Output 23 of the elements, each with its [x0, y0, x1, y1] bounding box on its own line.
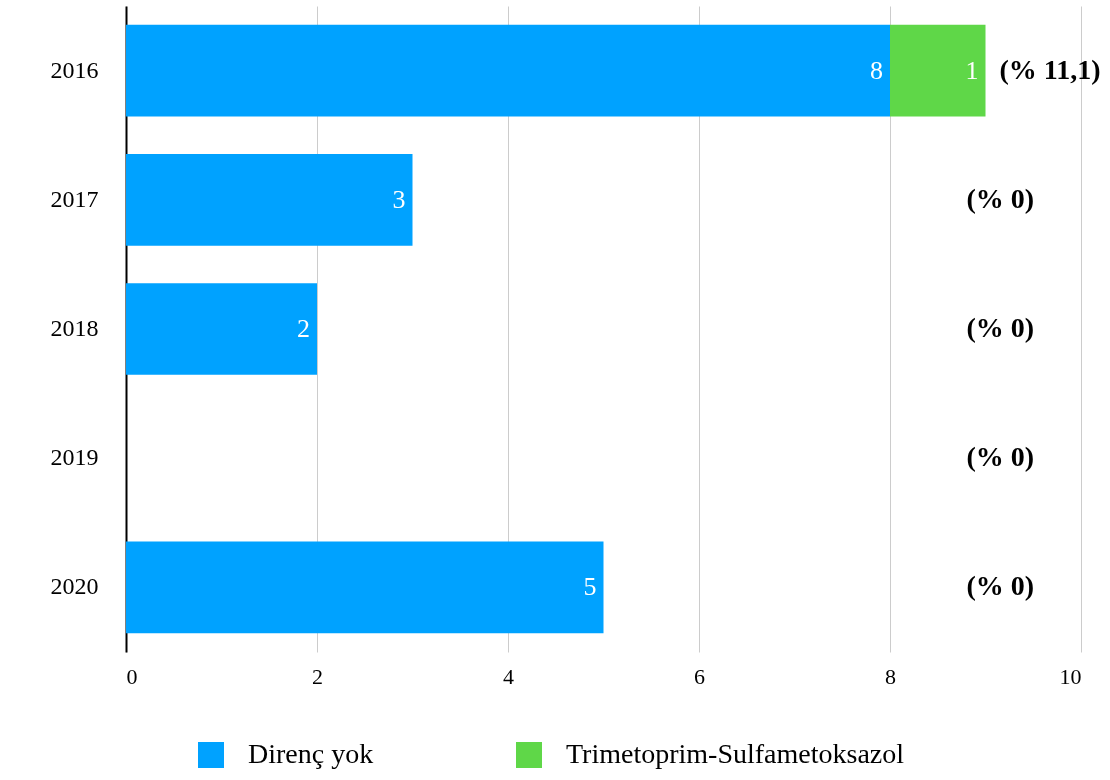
annotation: (% 0) [966, 182, 1035, 214]
y-tick-label: 2017 [50, 185, 99, 212]
y-tick-label: 2019 [50, 444, 99, 471]
data-label: 1 [965, 55, 979, 85]
data-label: 5 [583, 572, 597, 602]
y-tick-label: 2020 [50, 573, 99, 600]
x-tick-label: 4 [503, 663, 514, 689]
y-tick-label: 2016 [50, 56, 99, 83]
x-tick-label: 10 [1059, 663, 1082, 689]
x-tick-label: 8 [885, 663, 896, 689]
x-tick-label: 2 [312, 663, 323, 689]
legend-label: Direnç yok [248, 738, 374, 769]
annotation: (% 11,1) [999, 53, 1101, 85]
y-tick-label: 2018 [50, 315, 99, 341]
data-label: 3 [392, 184, 406, 214]
data-label: 8 [870, 55, 883, 85]
annotation: (% 0) [966, 441, 1035, 473]
x-tick-label: 6 [694, 663, 705, 689]
annotation: (% 0) [966, 312, 1035, 343]
annotation: (% 0) [966, 570, 1035, 602]
legend-label: Trimetoprim-Sulfametoksazol [566, 738, 905, 769]
x-tick-label: 0 [126, 663, 138, 689]
data-label: 2 [297, 314, 310, 343]
